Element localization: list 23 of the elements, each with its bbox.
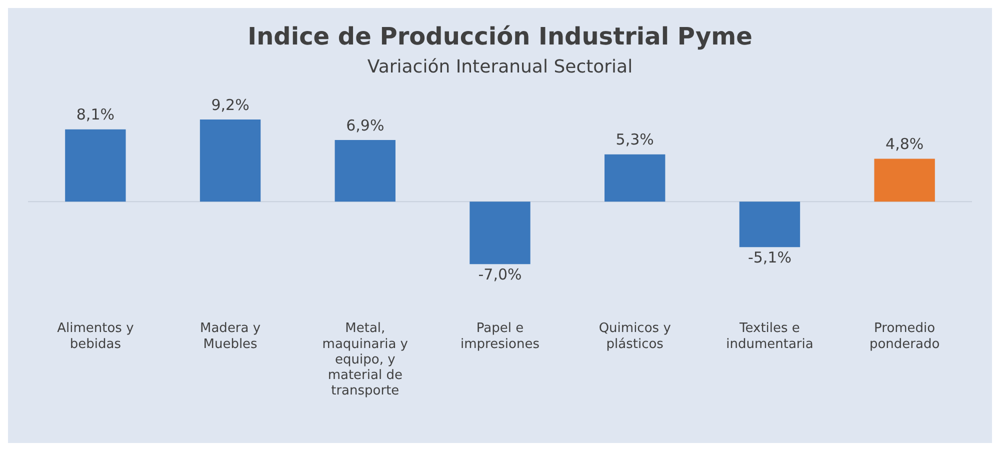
data-label: 6,9%: [346, 116, 384, 134]
data-label: 5,3%: [616, 130, 654, 149]
data-label: -5,1%: [748, 248, 792, 267]
data-label: 4,8%: [886, 135, 924, 154]
x-tick-label: Textiles e indumentaria: [726, 321, 814, 352]
x-tick-label: Quimicos y plásticos: [598, 321, 672, 352]
x-tick-label: Metal, maquinaria y equipo, y material de transporte: [322, 321, 408, 399]
chart-title: Indice de Producción Industrial Pyme: [248, 22, 752, 51]
bar: [65, 129, 126, 202]
x-tick-label: Madera y Muebles: [200, 321, 261, 352]
bar: [200, 120, 261, 202]
bar: [874, 158, 935, 202]
data-label: 9,2%: [211, 96, 250, 114]
bar: [470, 202, 530, 264]
data-label: 8,1%: [76, 106, 114, 124]
bar: [334, 140, 396, 202]
data-label: -7,0%: [478, 265, 522, 284]
x-tick-label: Alimentos y bebidas: [57, 321, 134, 352]
bar: [604, 154, 666, 202]
chart-subtitle: Variación Interanual Sectorial: [367, 56, 633, 78]
x-tick-label: Promedio ponderado: [869, 321, 940, 352]
x-tick-label: Papel e impresiones: [460, 321, 540, 352]
bar: [739, 202, 800, 248]
